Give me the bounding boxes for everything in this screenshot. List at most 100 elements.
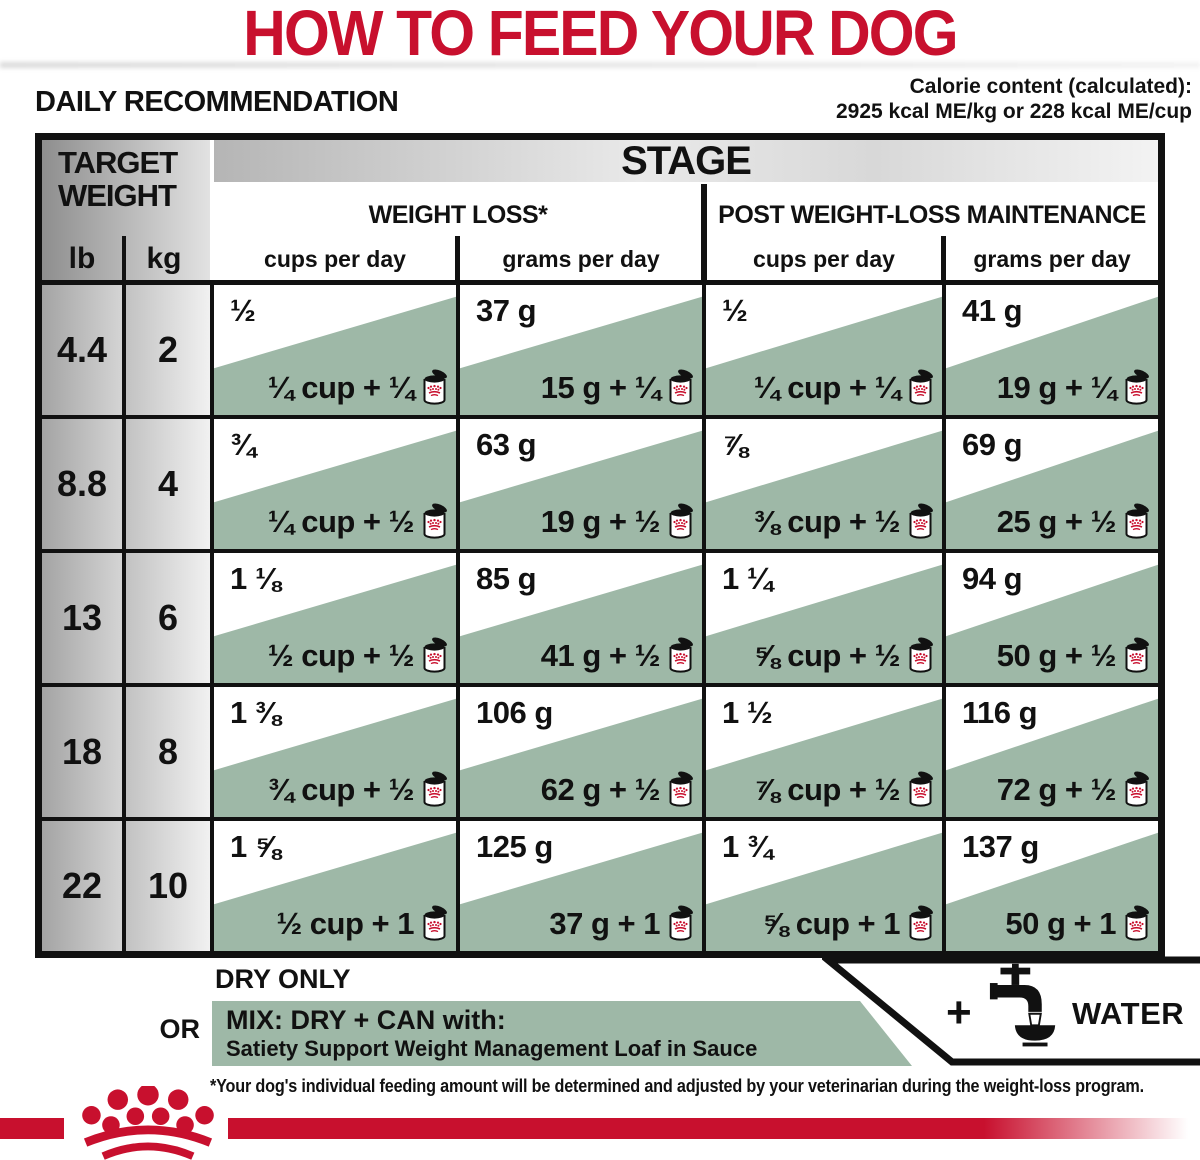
cell-wl-cups: 1 ⅝ ½ cup + 1 [214, 821, 456, 951]
mix-value: ½ cup + ½ [268, 637, 448, 675]
mix-value-text: 50 g + 1 [1005, 906, 1116, 941]
dry-only-value: 1 ⅛ [230, 561, 281, 596]
group-divider-line [701, 184, 707, 280]
can-icon [907, 905, 934, 943]
mix-value-text: 15 g + ¼ [540, 370, 661, 405]
mix-value: 19 g + ¼ [997, 369, 1150, 407]
dry-only-value: 37 g [476, 293, 537, 328]
target-weight-lb: 22 [42, 821, 122, 951]
can-icon [421, 369, 448, 407]
footnote: *Your dog's individual feeding amount wi… [210, 1076, 1144, 1096]
target-weight-kg: 8 [126, 687, 210, 817]
mix-value: ⅜ cup + ½ [754, 503, 934, 541]
mix-value-text: ¼ cup + ½ [267, 504, 415, 539]
legend-or: OR [159, 1014, 201, 1044]
feeding-table: TARGET WEIGHT lb kg STAGE WEIGHT LOSS* P… [35, 133, 1165, 958]
dry-only-value: 137 g [962, 829, 1039, 864]
mix-value-text: ⅝ cup + 1 [762, 906, 900, 941]
can-icon [907, 503, 934, 541]
dry-only-value: 1 ⅝ [230, 829, 281, 864]
mix-value: ¼ cup + ½ [268, 503, 448, 541]
calorie-content: Calorie content (calculated): 2925 kcal … [836, 74, 1192, 124]
dry-only-value: 1 ¾ [722, 829, 773, 864]
mix-value: 50 g + ½ [997, 637, 1150, 675]
pm-subcolumn-divider-line [941, 236, 946, 280]
lb-kg-divider-line [122, 236, 126, 280]
legend-mix-line2: Satiety Support Weight Management Loaf i… [226, 1036, 758, 1061]
cell-pm-cups: 1 ½ ⅞ cup + ½ [706, 687, 942, 817]
wl-subcolumn-divider-line [455, 236, 460, 280]
mix-value-text: ½ cup + 1 [276, 906, 414, 941]
dry-only-value: 41 g [962, 293, 1023, 328]
mix-value-text: ¾ cup + ½ [267, 772, 415, 807]
water-faucet-bowl-icon [989, 963, 1056, 1047]
mix-value: 15 g + ¼ [541, 369, 694, 407]
cell-pm-cups: ½ ¼ cup + ¼ [706, 285, 942, 415]
can-icon [421, 503, 448, 541]
water-callout-box [822, 956, 1200, 1066]
calorie-line-2: 2925 kcal ME/kg or 228 kcal ME/cup [835, 100, 1192, 123]
dry-only-value: 125 g [476, 829, 553, 864]
can-icon [421, 771, 448, 809]
colhead-wl-cups: cups per day [214, 238, 456, 280]
can-icon [907, 369, 934, 407]
target-weight-lb: 13 [42, 553, 122, 683]
mix-value-text: 62 g + ½ [540, 772, 661, 807]
cell-pm-cups: 1 ¼ ⅝ cup + ½ [706, 553, 942, 683]
dry-only-value: 63 g [476, 427, 537, 462]
crown-paw-logo [82, 1086, 214, 1160]
mix-value-text: 19 g + ½ [540, 504, 661, 539]
dry-only-value: 69 g [962, 427, 1023, 462]
can-icon [667, 503, 694, 541]
cell-pm-grams: 41 g 19 g + ¼ [946, 285, 1158, 415]
cell-wl-cups: ½ ¼ cup + ¼ [214, 285, 456, 415]
target-weight-kg: 10 [126, 821, 210, 951]
mix-value: ¾ cup + ½ [268, 771, 448, 809]
table-header: TARGET WEIGHT lb kg STAGE WEIGHT LOSS* P… [42, 139, 1158, 280]
can-icon [667, 771, 694, 809]
dry-only-value: ½ [230, 293, 256, 328]
cell-pm-cups: 1 ¾ ⅝ cup + 1 [706, 821, 942, 951]
mix-value: ¼ cup + ¼ [754, 369, 934, 407]
target-weight-lb: 18 [42, 687, 122, 817]
target-weight-lb: 4.4 [42, 285, 122, 415]
can-icon [1123, 771, 1150, 809]
can-icon [1123, 369, 1150, 407]
section-heading: DAILY RECOMMENDATION [35, 86, 399, 118]
cell-wl-cups: 1 ⅜ ¾ cup + ½ [214, 687, 456, 817]
mix-value: 50 g + 1 [1005, 905, 1150, 943]
target-weight-label-line2: WEIGHT [58, 178, 177, 213]
can-icon [667, 905, 694, 943]
can-icon [421, 905, 448, 943]
cell-wl-grams: 125 g 37 g + 1 [460, 821, 702, 951]
cell-pm-grams: 94 g 50 g + ½ [946, 553, 1158, 683]
stage-header-cell: STAGE [214, 139, 1158, 183]
target-weight-kg: 2 [126, 285, 210, 415]
mix-value-text: 37 g + 1 [549, 906, 660, 941]
mix-value: ⅝ cup + ½ [754, 637, 934, 675]
mix-value: ½ cup + 1 [276, 905, 448, 943]
plus-sign: + [946, 988, 972, 1037]
group-maintenance-header: POST WEIGHT-LOSS MAINTENANCE [706, 186, 1158, 234]
cell-pm-grams: 116 g 72 g + ½ [946, 687, 1158, 817]
mix-value-text: ½ cup + ½ [267, 638, 415, 673]
dry-only-value: 1 ⅜ [230, 695, 281, 730]
target-weight-label-line1: TARGET [58, 145, 178, 180]
mix-value: 19 g + ½ [541, 503, 694, 541]
legend-mix-box: MIX: DRY + CAN with: Satiety Support Wei… [212, 1001, 912, 1066]
colhead-wl-grams: grams per day [460, 238, 702, 280]
calorie-line-1: Calorie content (calculated): [909, 75, 1192, 98]
cell-wl-grams: 85 g 41 g + ½ [460, 553, 702, 683]
target-weight-kg: 4 [126, 419, 210, 549]
target-weight-lb: 8.8 [42, 419, 122, 549]
can-icon [1123, 637, 1150, 675]
can-icon [667, 637, 694, 675]
unit-lb-label: lb [68, 242, 96, 275]
dry-only-value: ½ [722, 293, 748, 328]
dry-only-value: 106 g [476, 695, 553, 730]
can-icon [421, 637, 448, 675]
dry-only-value: 1 ½ [722, 695, 773, 730]
weight-units-row: lb kg [42, 242, 210, 276]
mix-value: 72 g + ½ [997, 771, 1150, 809]
